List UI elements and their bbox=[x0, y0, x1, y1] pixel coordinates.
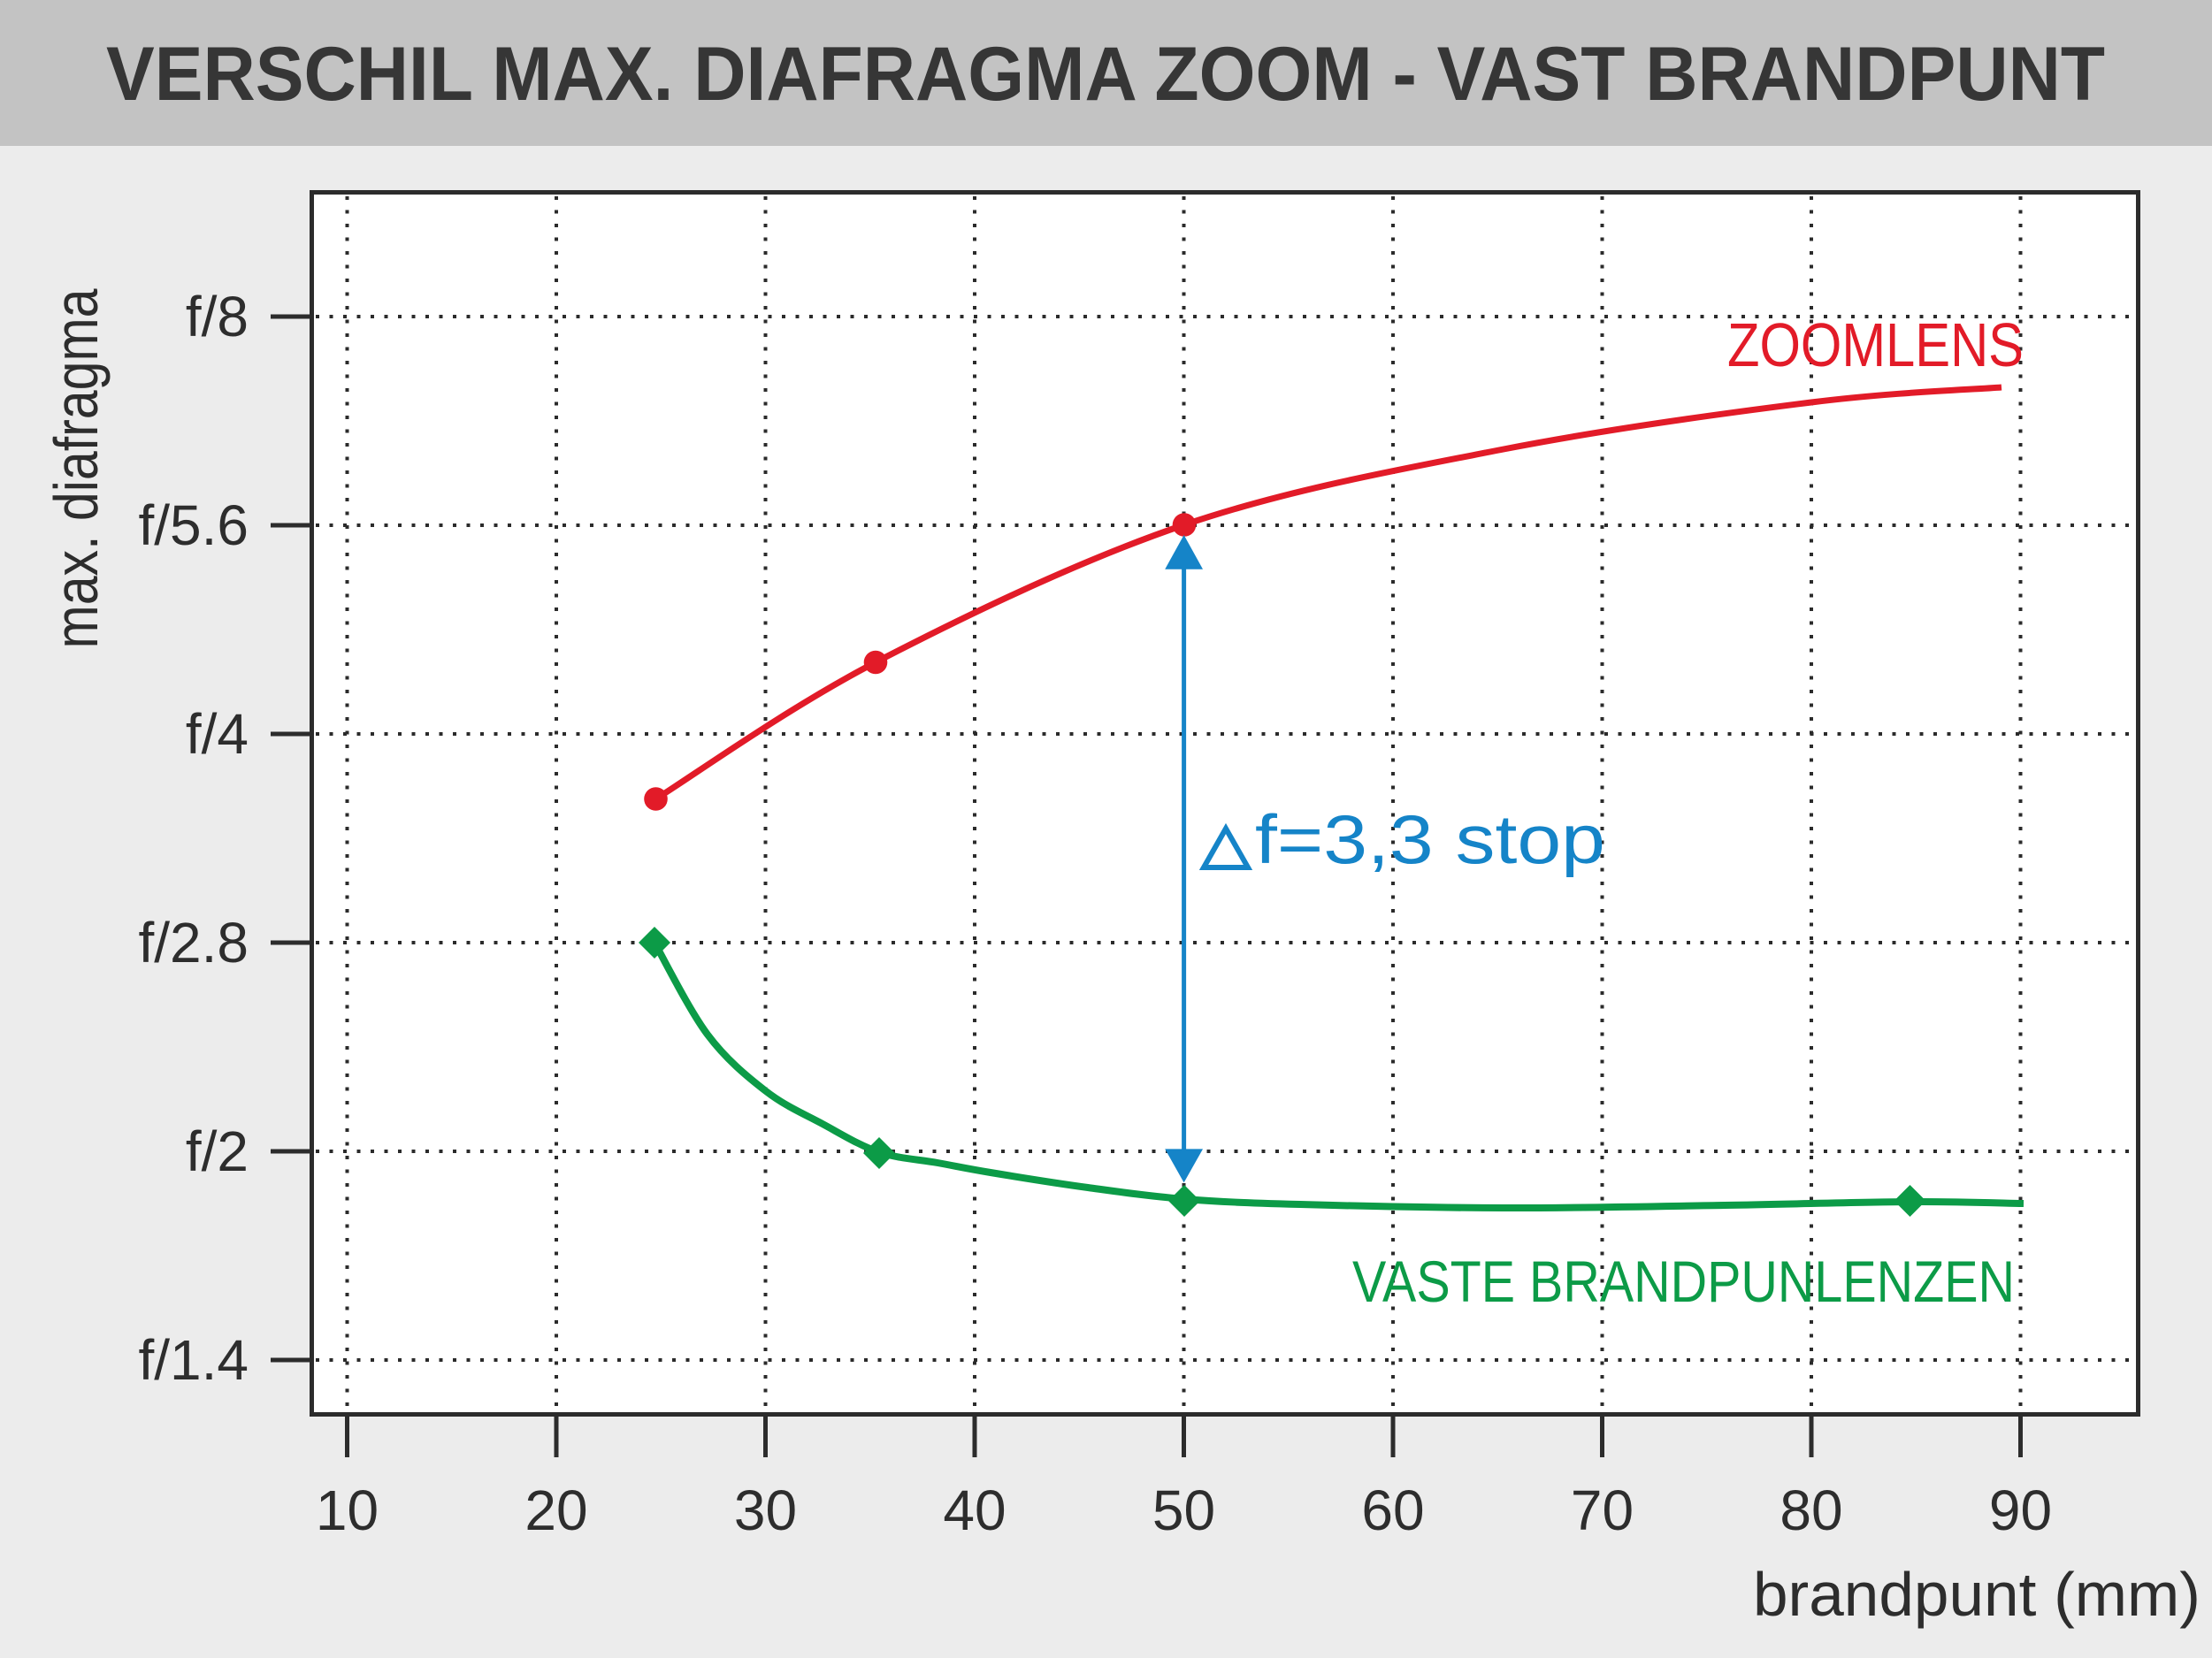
svg-text:f/2.8: f/2.8 bbox=[138, 911, 249, 974]
svg-text:60: 60 bbox=[1361, 1478, 1424, 1542]
svg-text:f/1.4: f/1.4 bbox=[138, 1328, 249, 1392]
svg-text:90: 90 bbox=[1989, 1478, 2052, 1542]
svg-text:brandpunt (mm): brandpunt (mm) bbox=[1753, 1560, 2201, 1629]
svg-text:ZOOMLENS: ZOOMLENS bbox=[1727, 310, 2024, 379]
svg-text:VASTE BRANDPUNLENZEN: VASTE BRANDPUNLENZEN bbox=[1352, 1249, 2015, 1314]
svg-text:VERSCHIL MAX. DIAFRAGMA ZOOM -: VERSCHIL MAX. DIAFRAGMA ZOOM - VAST BRAN… bbox=[106, 32, 2105, 117]
svg-text:f/8: f/8 bbox=[186, 285, 249, 348]
svg-text:20: 20 bbox=[524, 1478, 587, 1542]
svg-text:40: 40 bbox=[943, 1478, 1006, 1542]
svg-text:80: 80 bbox=[1780, 1478, 1842, 1542]
svg-text:f=3,3 stop: f=3,3 stop bbox=[1255, 800, 1605, 878]
svg-text:f/4: f/4 bbox=[186, 702, 249, 766]
svg-text:10: 10 bbox=[316, 1478, 379, 1542]
svg-text:f/2: f/2 bbox=[186, 1119, 249, 1183]
svg-text:max. diafragma: max. diafragma bbox=[42, 288, 111, 648]
svg-text:f/5.6: f/5.6 bbox=[138, 493, 249, 557]
svg-text:30: 30 bbox=[734, 1478, 797, 1542]
svg-text:50: 50 bbox=[1152, 1478, 1215, 1542]
svg-text:70: 70 bbox=[1571, 1478, 1634, 1542]
